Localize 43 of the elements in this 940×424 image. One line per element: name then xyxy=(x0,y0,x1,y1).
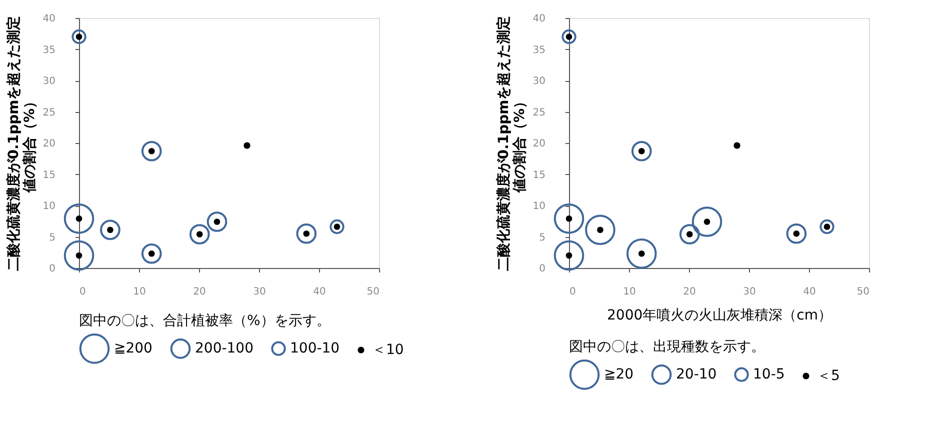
legend-label: 20-10 xyxy=(676,366,717,383)
legend-title: 図中の〇は、出現種数を示す。 xyxy=(569,339,765,355)
legend-title: 図中の〇は、合計植被率（%）を示す。 xyxy=(79,313,330,329)
x-tick-label: 0 xyxy=(80,286,86,298)
y-tick-label: 30 xyxy=(532,76,546,87)
y-tick-label: 0 xyxy=(539,264,546,274)
x-tick-label: 10 xyxy=(133,286,146,298)
y-tick-label: 35 xyxy=(532,44,546,56)
y-tick-label: 10 xyxy=(532,201,546,212)
x-axis-title: 2000年噴火の火山灰堆積深（cm） xyxy=(607,308,832,324)
y-tick-label: 35 xyxy=(42,44,56,56)
x-tick-label: 50 xyxy=(366,286,380,298)
legend-label: 100-10 xyxy=(290,340,340,357)
y-tick-label: 25 xyxy=(42,107,56,118)
legend-label: ≧200 xyxy=(114,340,152,357)
x-tick-label: 40 xyxy=(803,286,816,298)
x-tick-label: 0 xyxy=(570,286,576,298)
x-tick-label: 20 xyxy=(683,286,696,298)
legend-label: 10-5 xyxy=(753,366,785,383)
y-tick-label: 30 xyxy=(42,76,56,87)
y-tick-label: 0 xyxy=(49,264,56,274)
x-tick-label: 40 xyxy=(313,286,326,298)
y-axis-title: 二酸化硫黄濃度が0.1ppmを超えた測定値の割合（%） xyxy=(4,16,38,272)
legend-label: 200-100 xyxy=(195,340,254,357)
y-tick-label: 5 xyxy=(539,232,546,244)
legend-label: ＜5 xyxy=(817,368,840,384)
legend-label: ≧20 xyxy=(604,366,634,383)
y-axis-title: 二酸化硫黄濃度が0.1ppmを超えた測定値の割合（%） xyxy=(494,16,528,272)
y-tick-label: 20 xyxy=(42,138,56,150)
x-tick-label: 50 xyxy=(856,286,870,298)
x-tick-label: 10 xyxy=(623,286,636,298)
y-tick-label: 20 xyxy=(532,138,546,150)
y-tick-label: 25 xyxy=(532,107,546,118)
y-tick-label: 15 xyxy=(42,170,56,181)
legend-label: ＜10 xyxy=(372,342,404,358)
x-tick-label: 30 xyxy=(743,286,756,298)
x-tick-label: 30 xyxy=(253,286,266,298)
y-tick-label: 40 xyxy=(532,14,546,24)
y-tick-label: 15 xyxy=(532,170,546,181)
y-tick-label: 10 xyxy=(42,201,56,212)
y-tick-label: 5 xyxy=(49,232,56,244)
x-tick-label: 20 xyxy=(193,286,206,298)
y-tick-label: 40 xyxy=(42,14,56,24)
